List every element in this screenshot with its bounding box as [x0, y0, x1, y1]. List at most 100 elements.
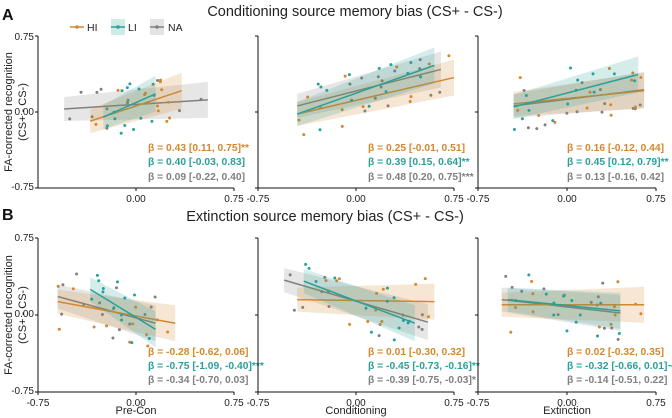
data-point-li [123, 296, 127, 300]
data-point-hi [105, 324, 109, 328]
data-point-li [123, 123, 127, 127]
data-point-na [526, 126, 530, 130]
panel-2-2: -0.75 0.00 0.75 β = 0.01 [-0.30, 0.32] β = -… [247, 237, 480, 417]
data-point-na [638, 103, 642, 107]
data-point-na [610, 326, 614, 330]
data-point-li [333, 276, 337, 280]
beta-stat-na: β = 0.13 [-0.16, 0.42] [567, 172, 664, 183]
data-point-hi [530, 280, 534, 284]
legend-hi-marker [75, 25, 79, 29]
data-point-hi [518, 76, 522, 80]
data-point-li [316, 82, 320, 86]
data-point-na [292, 308, 296, 312]
beta-stat-li: β = -0.75 [-1.09, -0.40]*** [148, 361, 264, 372]
data-point-na [601, 281, 605, 285]
regression-line-li [89, 288, 156, 331]
data-point-li [592, 90, 596, 94]
data-point-na [535, 127, 539, 131]
data-point-li [367, 104, 371, 108]
data-point-na [420, 327, 424, 331]
row-b-ytick-mid: 0.00 [15, 309, 35, 320]
data-point-li [97, 279, 101, 283]
data-point-li [377, 66, 381, 70]
beta-stat-li: β = -0.45 [-0.73, -0.16]** [368, 361, 480, 372]
data-point-hi [166, 100, 170, 104]
data-point-na [401, 313, 405, 317]
data-point-hi [378, 323, 382, 327]
data-point-hi [147, 101, 151, 105]
data-point-li [319, 85, 323, 89]
data-point-hi [324, 279, 328, 283]
data-point-li [113, 117, 117, 121]
legend-li-marker [116, 25, 120, 29]
data-point-na [327, 304, 331, 308]
data-point-li [120, 318, 124, 322]
beta-stat-li: β = 0.45 [0.12, 0.79]** [567, 157, 669, 168]
data-point-na [363, 109, 367, 113]
data-point-li [369, 330, 373, 334]
data-point-li [591, 72, 595, 76]
data-point-li [570, 299, 574, 303]
beta-stat-li: β = 0.40 [-0.03, 0.83] [148, 157, 245, 168]
regression-line-na [64, 99, 208, 110]
regression-line-li [103, 93, 156, 118]
data-point-li [599, 301, 603, 305]
panel-1-3: -0.75 0.00 0.75 β = 0.16 [-0.12, 0.44] β = 0… [467, 35, 669, 205]
data-point-na [125, 101, 129, 105]
data-point-na [128, 322, 132, 326]
row-label-a: A [2, 7, 14, 24]
row-label-b: B [2, 207, 14, 224]
data-point-li [147, 336, 151, 340]
data-point-li [384, 90, 388, 94]
data-point-hi [116, 88, 120, 92]
data-point-hi [381, 287, 385, 291]
ci-band-na [64, 81, 208, 121]
panel-2-1: -0.75 0.00 0.75 β = -0.28 [-0.62, 0.06] β = … [27, 237, 264, 417]
data-point-li [574, 320, 578, 324]
data-point-na [99, 87, 103, 91]
data-point-na [380, 79, 384, 83]
regression-line-li [303, 280, 416, 324]
beta-stat-na: β = -0.34 [-0.70, 0.03] [148, 375, 248, 386]
beta-stat-hi: β = 0.16 [-0.12, 0.44] [567, 143, 664, 154]
data-point-na [556, 313, 560, 317]
data-point-hi [361, 105, 365, 109]
panel-1-2: -0.75 0.00 0.75 β = 0.25 [-0.01, 0.51] β = 0… [247, 35, 474, 205]
data-point-li [578, 313, 582, 317]
data-point-na [522, 88, 526, 92]
row-a-ylabel-1: FA-corrected recognition [3, 52, 15, 172]
x-tick-label: 0.00 [557, 194, 577, 205]
ci-band-hi [297, 283, 435, 320]
data-point-hi [160, 88, 164, 92]
row-a-ytick-top: 0.75 [15, 32, 35, 43]
data-point-hi [616, 280, 620, 284]
data-point-li [116, 280, 120, 284]
data-point-hi [337, 277, 341, 281]
regression-line-hi [297, 76, 455, 115]
data-point-li [596, 334, 600, 338]
data-point-na [149, 305, 153, 309]
data-point-li [347, 73, 351, 77]
data-point-li [419, 75, 423, 79]
panel-1-1: 0.00 0.75 β = 0.43 [0.11, 0.75]** β = 0.40 … [35, 35, 249, 205]
row-b-ytick-bottom: -0.75 [11, 386, 34, 397]
data-point-li [119, 313, 123, 317]
data-point-li [132, 127, 136, 131]
data-point-na [61, 283, 65, 287]
data-point-li [569, 66, 573, 70]
data-point-li [552, 301, 556, 305]
data-point-li [552, 313, 556, 317]
data-point-li [130, 341, 134, 345]
data-point-hi [395, 65, 399, 69]
ci-band-li [303, 269, 415, 342]
data-point-li [150, 119, 154, 123]
data-point-li [524, 94, 528, 98]
data-point-li [406, 71, 410, 75]
data-point-na [376, 75, 380, 79]
data-point-li [520, 117, 524, 121]
data-point-li [566, 102, 570, 106]
data-point-na [105, 107, 109, 111]
data-point-hi [375, 291, 379, 295]
x-tick-label: 0.75 [444, 398, 464, 409]
